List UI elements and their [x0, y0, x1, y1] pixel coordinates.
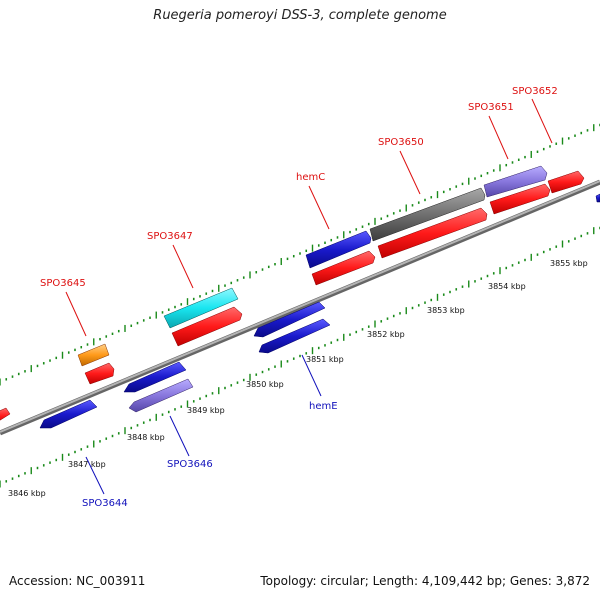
label-leader [85, 456, 105, 495]
accession-text: Accession: NC_003911 [9, 574, 146, 588]
scale-label: 3854 kbp [488, 282, 526, 291]
arrow-gene-feature-icon[interactable] [84, 362, 115, 385]
arrow-gene-feature-icon[interactable] [0, 407, 11, 424]
genome-backbone-highlight [0, 180, 600, 433]
label-leader [169, 415, 190, 457]
arrow-gene-feature-icon[interactable] [483, 165, 548, 198]
arrow-gene-feature-icon[interactable] [489, 183, 551, 215]
scale-labels: 3846 kbp 3847 kbp 3848 kbp 3849 kbp 3850… [8, 259, 588, 498]
reverse-gene-labels: SPO3644 SPO3646 hemE [82, 354, 338, 509]
feature-layer [0, 165, 600, 429]
arrow-gene-feature-icon[interactable] [595, 193, 600, 203]
scale-label: 3849 kbp [187, 406, 225, 415]
label-leader [301, 354, 322, 397]
label-leader [172, 244, 194, 289]
arrow-gene-feature-icon[interactable] [163, 287, 239, 329]
label-leader [399, 150, 421, 195]
forward-gene-labels: SPO3645 SPO3647 hemC SPO3650 SPO3651 SPO… [40, 86, 558, 337]
scale-label: 3847 kbp [68, 460, 106, 469]
gene-label[interactable]: SPO3651 [468, 102, 514, 113]
label-leader [488, 115, 509, 160]
arrow-gene-feature-icon[interactable] [123, 361, 187, 393]
arrow-gene-feature-icon[interactable] [128, 378, 194, 413]
scale-label: 3850 kbp [246, 380, 284, 389]
gene-label[interactable]: hemC [296, 172, 325, 183]
arrow-gene-feature-icon[interactable] [39, 399, 98, 429]
arrow-gene-feature-icon[interactable] [253, 301, 326, 338]
gene-label[interactable]: SPO3647 [147, 231, 193, 242]
arrow-gene-feature-icon[interactable] [258, 318, 331, 354]
gene-label[interactable]: hemE [309, 401, 338, 412]
arrow-gene-feature-icon[interactable] [377, 207, 488, 259]
label-leader [308, 185, 330, 230]
arrow-gene-feature-icon[interactable] [171, 306, 243, 347]
arrow-gene-feature-icon[interactable] [369, 187, 486, 242]
label-leader [531, 98, 553, 144]
gene-label[interactable]: SPO3652 [512, 86, 558, 97]
gene-label[interactable]: SPO3644 [82, 498, 128, 509]
scale-label: 3855 kbp [550, 259, 588, 268]
gene-label[interactable]: SPO3645 [40, 278, 86, 289]
arrow-gene-feature-icon[interactable] [547, 170, 585, 194]
upper-tick-track [0, 123, 600, 386]
gene-label[interactable]: SPO3646 [167, 459, 213, 470]
gene-label[interactable]: SPO3650 [378, 137, 424, 148]
scale-label: 3851 kbp [306, 355, 344, 364]
lower-scale-track [0, 226, 600, 488]
arrow-gene-feature-icon[interactable] [311, 250, 376, 286]
arrow-gene-feature-icon[interactable] [77, 343, 110, 367]
label-leader [65, 291, 87, 337]
scale-label: 3846 kbp [8, 489, 46, 498]
arrow-gene-feature-icon[interactable] [305, 230, 372, 269]
scale-label: 3852 kbp [367, 330, 405, 339]
genome-title: Ruegeria pomeroyi DSS-3, complete genome [153, 8, 447, 23]
genome-summary-text: Topology: circular; Length: 4,109,442 bp… [260, 574, 590, 588]
scale-label: 3853 kbp [427, 306, 465, 315]
scale-label: 3848 kbp [127, 433, 165, 442]
